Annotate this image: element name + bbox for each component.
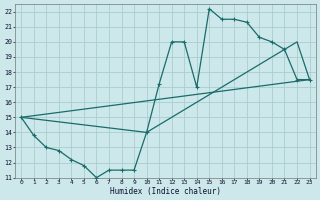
X-axis label: Humidex (Indice chaleur): Humidex (Indice chaleur) — [110, 187, 221, 196]
